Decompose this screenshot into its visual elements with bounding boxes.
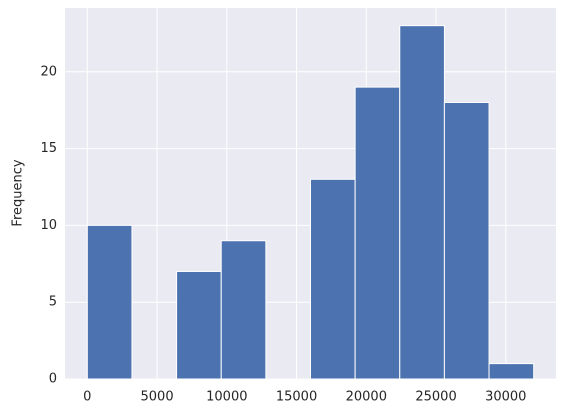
x-tick-label: 10000 [206,390,247,405]
y-tick-label: 5 [49,295,57,310]
bar [399,25,445,380]
y-tick-label: 20 [40,64,57,79]
x-tick-label: 20000 [346,390,387,405]
bar [86,224,133,380]
bar [310,178,356,380]
y-tick-label: 15 [40,141,57,156]
x-tick-label: 30000 [485,390,526,405]
x-tick-label: 5000 [141,390,174,405]
y-tick-label: 0 [49,372,57,387]
y-axis-label: Frequency [11,159,26,226]
bar [488,363,535,380]
bar [443,101,490,380]
x-tick-label: 25000 [415,390,456,405]
y-tick-label: 10 [40,218,57,233]
bar [220,240,267,380]
bar [354,86,401,380]
bar [176,270,222,380]
x-tick-label: 0 [83,390,91,405]
x-tick-label: 15000 [276,390,317,405]
